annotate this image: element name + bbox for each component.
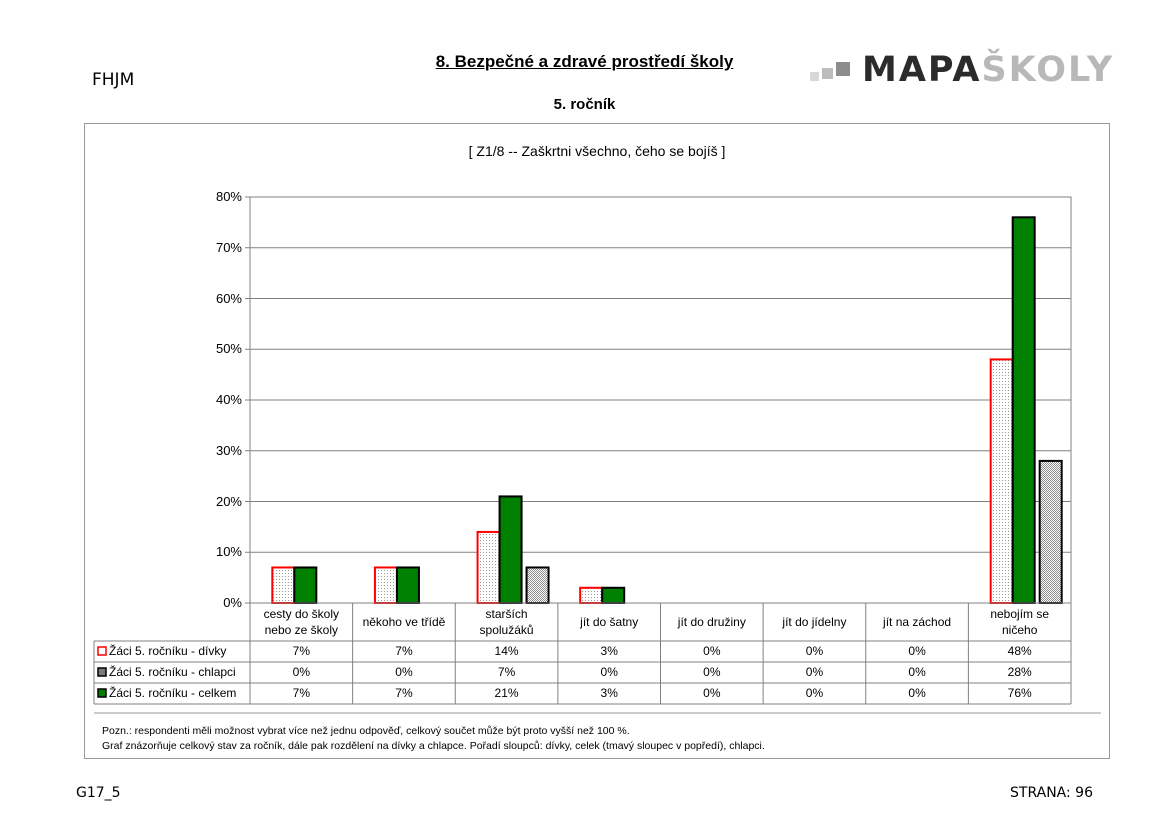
data-label: 0% [292, 665, 310, 679]
y-tick-label: 20% [215, 493, 242, 509]
logo-square-icon [810, 72, 819, 81]
category-label-line: jít do družiny [677, 615, 746, 629]
data-label: 7% [395, 644, 413, 658]
category-label-line: jít do šatny [580, 615, 639, 629]
data-label: 0% [395, 665, 413, 679]
bar-celkem [395, 566, 420, 604]
bar-chlapci [1038, 459, 1063, 604]
data-label: 0% [600, 665, 618, 679]
chart-frame [84, 123, 1110, 759]
y-tick-label: 30% [215, 442, 242, 458]
category-label: jít do jídelny [763, 614, 866, 630]
data-label: 0% [908, 644, 926, 658]
school-code: FHJM [92, 70, 135, 90]
data-label: 28% [1007, 665, 1032, 679]
bar-divky [271, 566, 296, 604]
data-label: 76% [1007, 686, 1032, 700]
data-label: 48% [1007, 644, 1032, 658]
data-label: 3% [600, 644, 618, 658]
data-label: 0% [703, 686, 721, 700]
note-line-1: Pozn.: respondenti měli možnost vybrat v… [102, 725, 630, 737]
legend-label: Žáci 5. ročníku - celkem [109, 686, 237, 700]
data-label: 0% [805, 665, 824, 679]
category-label: jít do družiny [661, 614, 764, 630]
bar-chlapci [525, 566, 550, 604]
bar-celkem [1011, 216, 1036, 605]
data-label: 14% [494, 644, 519, 658]
data-label: 0% [805, 644, 824, 658]
data-label: 0% [703, 665, 721, 679]
category-label: starších spolužáků [455, 606, 558, 638]
y-tick-label: 10% [215, 544, 242, 560]
data-label: 7% [292, 686, 310, 700]
data-label: 7% [395, 686, 413, 700]
legend-label: Žáci 5. ročníku - chlapci [109, 665, 236, 679]
page-subtitle: 5. ročník [553, 96, 616, 113]
bar-divky [373, 566, 398, 604]
y-tick-label: 40% [215, 392, 242, 407]
category-label: nebojím se ničeho [968, 606, 1071, 638]
category-label-line: cesty do školy [263, 607, 339, 621]
category-label-line: ničeho [1002, 623, 1038, 637]
category-label: jít do šatny [558, 614, 661, 630]
logo-square-icon [822, 68, 833, 79]
bar-divky [476, 530, 501, 605]
legend-swatch-chlapci [97, 667, 107, 677]
category-label: cesty do školy nebo ze školy [250, 606, 353, 638]
note-line-2: Graf znázorňuje celkový stav za ročník, … [102, 740, 765, 752]
data-label: 3% [600, 686, 618, 700]
category-label-line: jít na záchod [883, 615, 952, 629]
category-label: jít na záchod [866, 614, 969, 630]
bar-celkem [293, 566, 318, 604]
y-tick-label: 60% [215, 290, 242, 306]
category-label-line: starších [485, 607, 528, 621]
bar-divky [579, 586, 604, 605]
data-label: 0% [805, 686, 824, 700]
page-title: 8. Bezpečné a zdravé prostředí školy [435, 52, 734, 71]
chart-title: [ Z1/8 -- Zaškrtni všechno, čeho se bojí… [468, 143, 726, 159]
data-label: 7% [292, 644, 310, 658]
legend-label: Žáci 5. ročníku - dívky [109, 644, 227, 658]
logo-square-icon [836, 62, 850, 76]
category-label-line: spolužáků [479, 623, 534, 637]
category-label-line: někoho ve třídě [362, 615, 446, 629]
logo-text: MAPAŠKOLY [862, 50, 1115, 90]
category-label-line: nebo ze školy [264, 623, 338, 637]
data-label: 0% [908, 686, 926, 700]
data-label: 0% [703, 644, 721, 658]
legend-swatch-divky [97, 646, 107, 656]
bar-celkem [601, 586, 626, 605]
legend-swatch-celkem [97, 688, 107, 698]
category-label: někoho ve třídě [353, 614, 456, 630]
y-tick-label: 70% [215, 239, 242, 255]
bar-divky [989, 358, 1014, 604]
page-number: STRANA: 96 [1010, 785, 1093, 801]
data-label: 0% [908, 665, 926, 679]
data-label: 21% [494, 686, 519, 700]
bar-celkem [498, 495, 523, 604]
y-tick-label: 80% [215, 189, 242, 204]
y-tick-label: 50% [215, 341, 242, 357]
footer-code: G17_5 [76, 785, 121, 801]
category-label-line: nebojím se [990, 607, 1050, 621]
y-tick-label: 0% [223, 595, 242, 610]
mapa-skoly-logo: MAPAŠKOLY [810, 50, 1112, 92]
category-label-line: jít do jídelny [782, 615, 847, 629]
data-label: 7% [497, 665, 516, 679]
